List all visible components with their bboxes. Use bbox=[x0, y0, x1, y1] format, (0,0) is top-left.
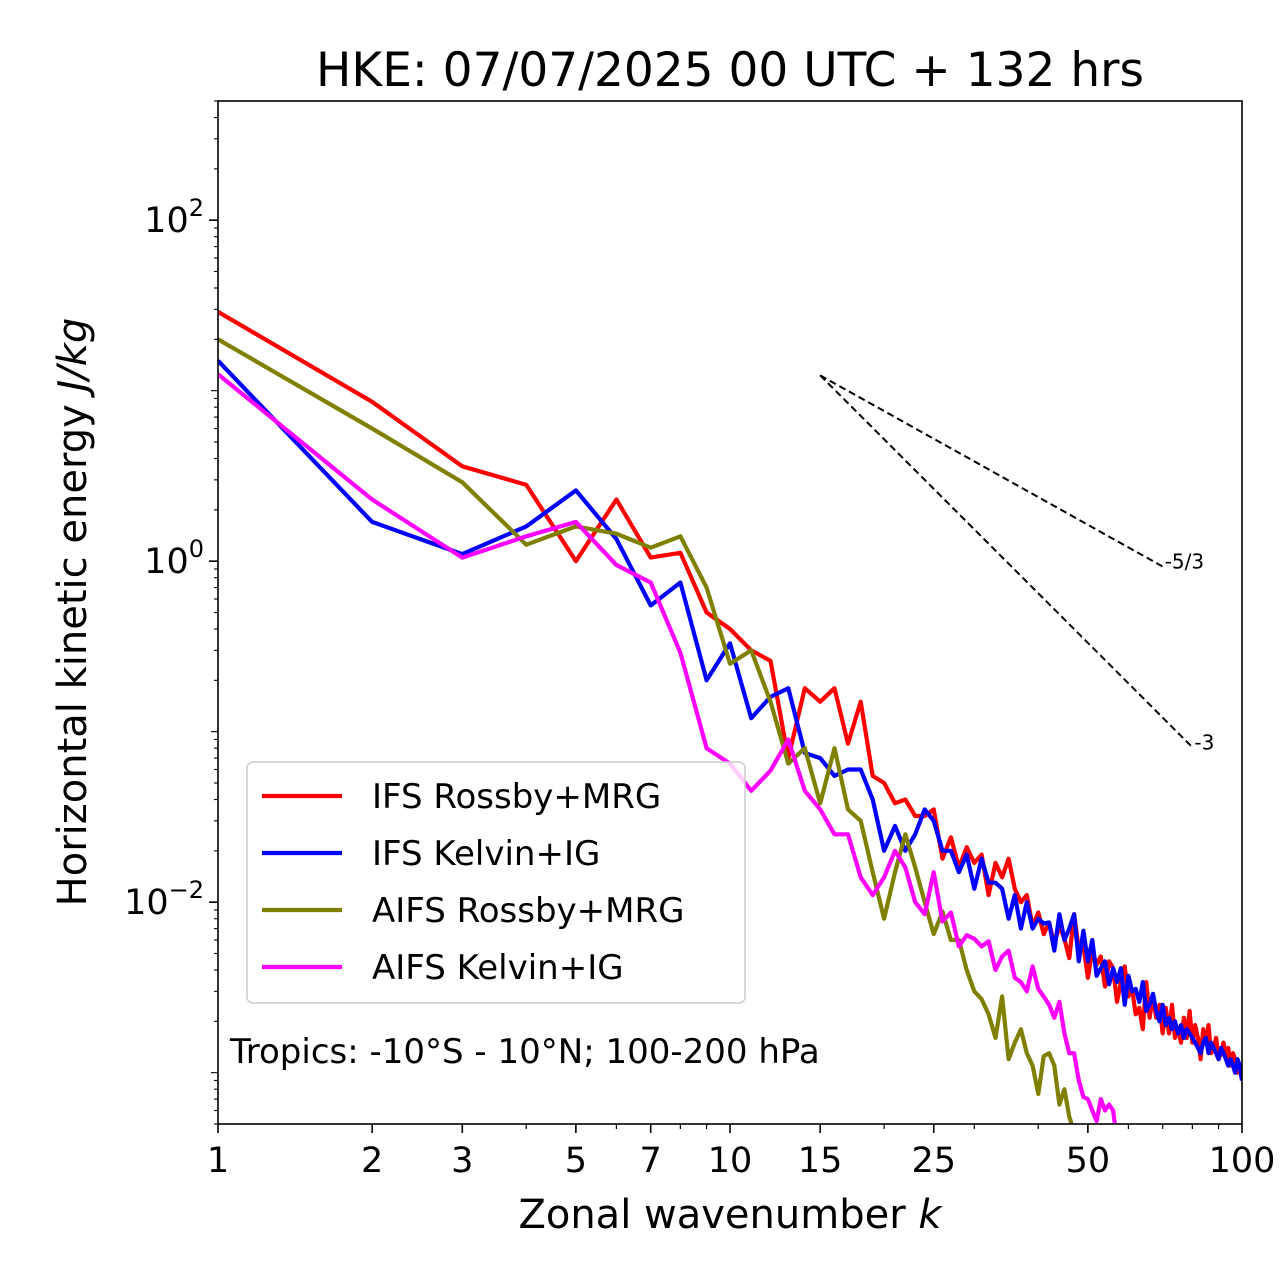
legend: IFS Rossby+MRG IFS Kelvin+IG AIFS Rossby+M… bbox=[246, 761, 746, 1004]
x-tick-label: 3 bbox=[451, 1141, 473, 1181]
x-tick-label: 5 bbox=[565, 1141, 587, 1181]
x-tick-label: 1 bbox=[207, 1141, 229, 1181]
legend-label: IFS Rossby+MRG bbox=[372, 777, 661, 817]
y-tick-label: 100 bbox=[144, 535, 204, 582]
x-tick-label: 100 bbox=[1209, 1141, 1276, 1181]
y-tick-label: 10−2 bbox=[124, 876, 204, 923]
legend-label: AIFS Kelvin+IG bbox=[372, 948, 624, 988]
y-axis-label: Horizontal kinetic energy J/kg bbox=[50, 318, 96, 907]
legend-label: IFS Kelvin+IG bbox=[372, 834, 600, 874]
chart-title: HKE: 07/07/2025 00 UTC + 132 hrs bbox=[316, 43, 1144, 98]
x-tick-label: 50 bbox=[1066, 1141, 1111, 1181]
series-line bbox=[218, 372, 1117, 1124]
x-axis-label: Zonal wavenumber k bbox=[518, 1192, 943, 1238]
x-tick-label: 15 bbox=[798, 1141, 843, 1181]
x-tick-label: 2 bbox=[361, 1141, 383, 1181]
y-tick-label: 102 bbox=[144, 194, 204, 241]
slope-label: -5/3 bbox=[1165, 550, 1204, 574]
x-tick-label: 10 bbox=[708, 1141, 753, 1181]
series-line bbox=[218, 359, 1242, 1081]
series-line bbox=[218, 337, 1074, 1124]
region-annotation: Tropics: -10°S - 10°N; 100-200 hPa bbox=[229, 1032, 820, 1072]
x-tick-label: 25 bbox=[911, 1141, 956, 1181]
legend-label: AIFS Rossby+MRG bbox=[372, 891, 684, 931]
x-tick-label: 7 bbox=[640, 1141, 662, 1181]
slope-label: -3 bbox=[1194, 730, 1214, 754]
